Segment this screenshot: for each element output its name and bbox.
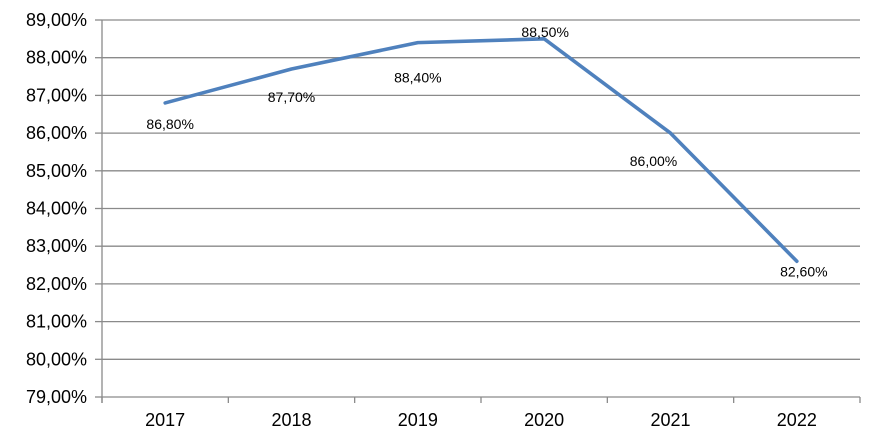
- data-point-label: 88,40%: [394, 70, 441, 86]
- x-axis-label: 2018: [271, 410, 311, 430]
- data-point-label: 86,00%: [630, 153, 677, 169]
- y-axis-label: 88,00%: [26, 48, 87, 68]
- data-point-label: 86,80%: [146, 116, 193, 132]
- y-axis-label: 79,00%: [26, 387, 87, 407]
- x-axis-label: 2022: [777, 410, 817, 430]
- y-axis-label: 80,00%: [26, 349, 87, 369]
- y-axis-label: 89,00%: [26, 10, 87, 30]
- y-axis-label: 81,00%: [26, 312, 87, 332]
- x-axis-label: 2021: [650, 410, 690, 430]
- y-axis-label: 87,00%: [26, 85, 87, 105]
- y-axis-label: 85,00%: [26, 161, 87, 181]
- x-axis-label: 2017: [145, 410, 185, 430]
- x-axis-label: 2020: [524, 410, 564, 430]
- data-point-label: 88,50%: [521, 24, 568, 40]
- data-point-label: 87,70%: [268, 89, 315, 105]
- y-axis-label: 84,00%: [26, 199, 87, 219]
- y-axis-label: 82,00%: [26, 274, 87, 294]
- y-axis-label: 86,00%: [26, 123, 87, 143]
- y-axis-label: 83,00%: [26, 236, 87, 256]
- data-point-label: 82,60%: [780, 263, 827, 279]
- x-axis-label: 2019: [398, 410, 438, 430]
- series-line: [163, 37, 799, 264]
